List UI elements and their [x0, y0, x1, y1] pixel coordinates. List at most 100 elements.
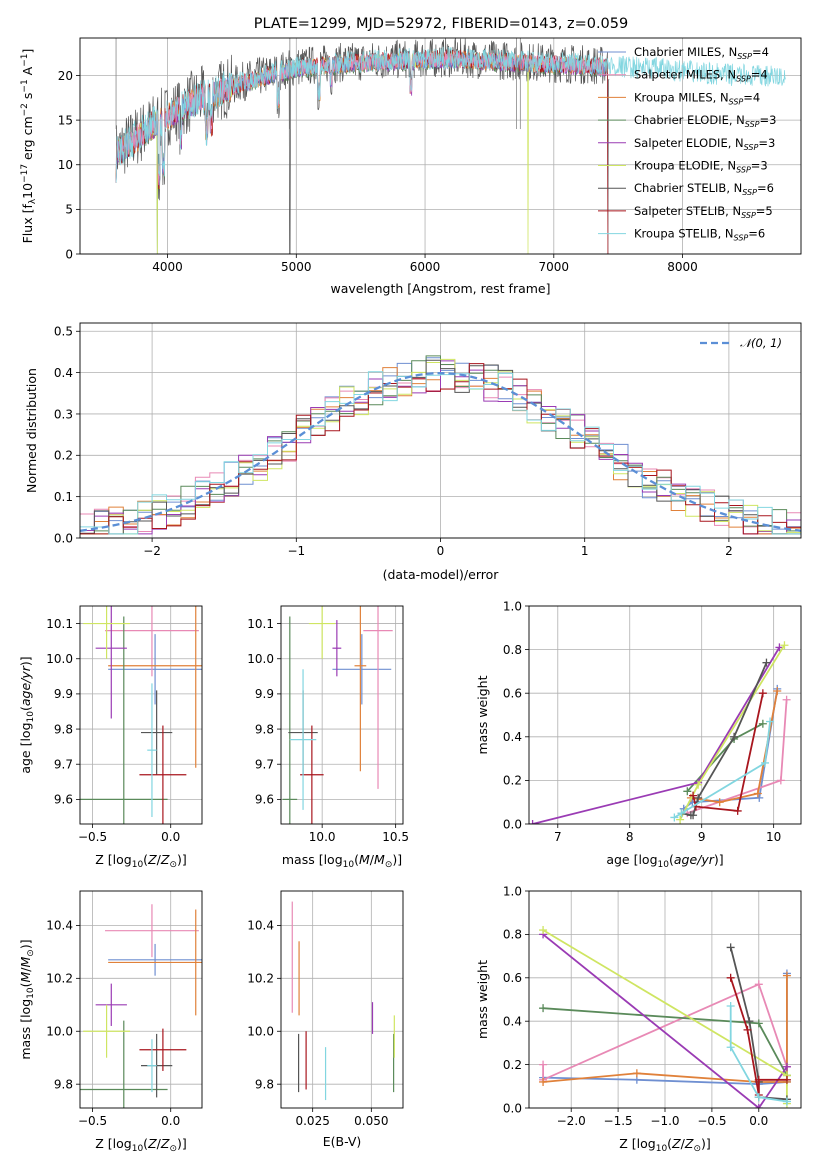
x-tick-label: −0.5 — [697, 1114, 726, 1128]
label-part: SSP — [737, 52, 752, 61]
y-tick-label: 1.0 — [503, 599, 522, 613]
label-part: Chabrier ELODIE, N — [634, 113, 745, 127]
label-part: ( — [354, 852, 359, 867]
label-part: / — [157, 852, 162, 867]
legend-label-chabrier-elodie: Chabrier ELODIE, NSSP=3 — [634, 113, 776, 129]
y-tick-label: 10.0 — [46, 652, 73, 666]
label-part: 10 — [343, 860, 355, 870]
label-part: ⊙ — [26, 949, 36, 957]
y-tick-label: 1.0 — [503, 884, 522, 898]
label-part: mass [log — [282, 852, 343, 867]
label-part: Chabrier MILES, N — [634, 45, 737, 59]
y-axis-label: Normed distribution — [24, 368, 39, 493]
label-part: Kroupa ELODIE, N — [634, 159, 736, 173]
point-kroupa-stelib — [147, 683, 157, 817]
label-part: M — [18, 972, 33, 983]
weight-marker — [758, 689, 767, 698]
label-part: SSP — [736, 166, 751, 175]
label-part: −1 — [20, 54, 30, 67]
x-tick-label: 0.0 — [161, 1114, 180, 1128]
y-tick-label: 10.1 — [46, 617, 73, 631]
label-part: SSP — [736, 75, 751, 84]
label-part: ( — [18, 706, 33, 711]
label-part: ( — [667, 1136, 672, 1151]
legend-label-salpeter-elodie: Salpeter ELODIE, NSSP=3 — [634, 136, 775, 152]
label-part: Salpeter MILES, N — [634, 68, 736, 82]
weight-marker — [761, 758, 770, 767]
y-tick-label: 0.4 — [503, 730, 522, 744]
label-part: )] — [18, 939, 33, 949]
histogram-salpeter-stelib — [80, 363, 801, 535]
weight-marker — [539, 1077, 548, 1086]
label-part: A — [20, 66, 35, 79]
y-tick-label: 10.0 — [247, 1025, 274, 1039]
plot-area-age_vs_Z — [80, 606, 202, 824]
weight-line — [673, 721, 771, 819]
legend-label-kroupa-stelib: Kroupa STELIB, NSSP=6 — [634, 227, 765, 243]
y-tick-label: 10.0 — [46, 1025, 73, 1039]
weight-marker — [689, 791, 698, 800]
histogram-salpeter-elodie — [80, 360, 801, 535]
weight-marker — [529, 820, 537, 824]
x-axis-label: (data-model)/error — [383, 567, 500, 582]
point-kroupa-miles — [108, 909, 202, 1016]
label-part: SSP — [745, 120, 760, 129]
panel-age_vs_Z: −0.5 0.09.69.79.89.910.010.1Z [log10(Z/Z⊙… — [18, 605, 203, 870]
x-tick-label: −0.5 — [78, 830, 107, 844]
weight-marker — [758, 719, 767, 728]
weight-marker — [539, 1060, 548, 1069]
weight-marker — [745, 1017, 754, 1026]
y-axis-label: mass weight — [475, 960, 490, 1039]
y-axis-label: mass weight — [475, 675, 490, 754]
weight-marker — [733, 806, 742, 815]
point-chabrier-miles — [108, 943, 202, 976]
x-tick-label: −2 — [143, 544, 161, 558]
label-part: =6 — [757, 181, 774, 195]
label-part: −17 — [20, 164, 30, 183]
x-axis-label: Z [log10(Z/Z⊙)] — [619, 1136, 711, 1154]
x-tick-label: −1 — [287, 544, 305, 558]
axes-frame — [280, 890, 404, 1109]
point-chabrier-elodie — [80, 1020, 168, 1108]
weight-marker — [754, 1075, 763, 1084]
label-part: / — [157, 1136, 162, 1151]
y-tick-label: 0.8 — [503, 643, 522, 657]
weight-marker — [670, 813, 679, 822]
label-part: =4 — [743, 90, 760, 104]
x-axis-label: age [log10(age/yr)] — [606, 852, 723, 870]
label-part: M — [18, 956, 33, 967]
label-part: −1 — [20, 79, 30, 92]
weight-marker — [755, 793, 764, 802]
weight-line — [542, 983, 788, 1082]
label-part: M — [374, 852, 385, 867]
y-tick-label: 9.6 — [255, 793, 274, 807]
point-kroupa-elodie — [83, 1004, 131, 1058]
y-tick-label: 9.6 — [54, 793, 73, 807]
y-tick-label: 0.8 — [503, 928, 522, 942]
label-part: λ — [28, 198, 38, 204]
y-tick-label: 10.2 — [46, 972, 73, 986]
point-salpeter-miles — [105, 904, 199, 958]
point-chabrier-elodie — [80, 616, 168, 824]
label-part: ( — [669, 852, 674, 867]
panel-spectrum: 4000 5000 6000 7000 8000 0 5 10 15 20 wavelength [… — [20, 37, 802, 296]
weight-marker — [776, 776, 785, 785]
plot-area-mass_vs_ebv — [291, 901, 395, 1101]
weight-marker — [677, 809, 686, 818]
label-part: SSP — [744, 143, 759, 152]
weight-series-kroupa-elodie — [676, 641, 789, 824]
label-part: −2 — [20, 103, 30, 116]
point-chabrier-miles — [332, 634, 392, 705]
x-tick-label: 0.050 — [354, 1114, 388, 1128]
weight-marker — [754, 1104, 763, 1108]
label-part: age [log — [18, 722, 33, 773]
point-kroupa-miles — [354, 606, 367, 772]
y-axis-label: mass [log10(M/M⊙)] — [18, 939, 36, 1059]
panel-residuals: −2 −1 0 1 2 0.0 0.1 0.2 0.3 0.4 0.5 𝒩(0, 1) (data-mo… — [24, 322, 802, 582]
histogram-chabrier-stelib — [80, 359, 801, 535]
label-part: ( — [143, 1136, 148, 1151]
y-tick-label: 0.0 — [503, 1101, 522, 1115]
weight-marker — [726, 1002, 735, 1011]
